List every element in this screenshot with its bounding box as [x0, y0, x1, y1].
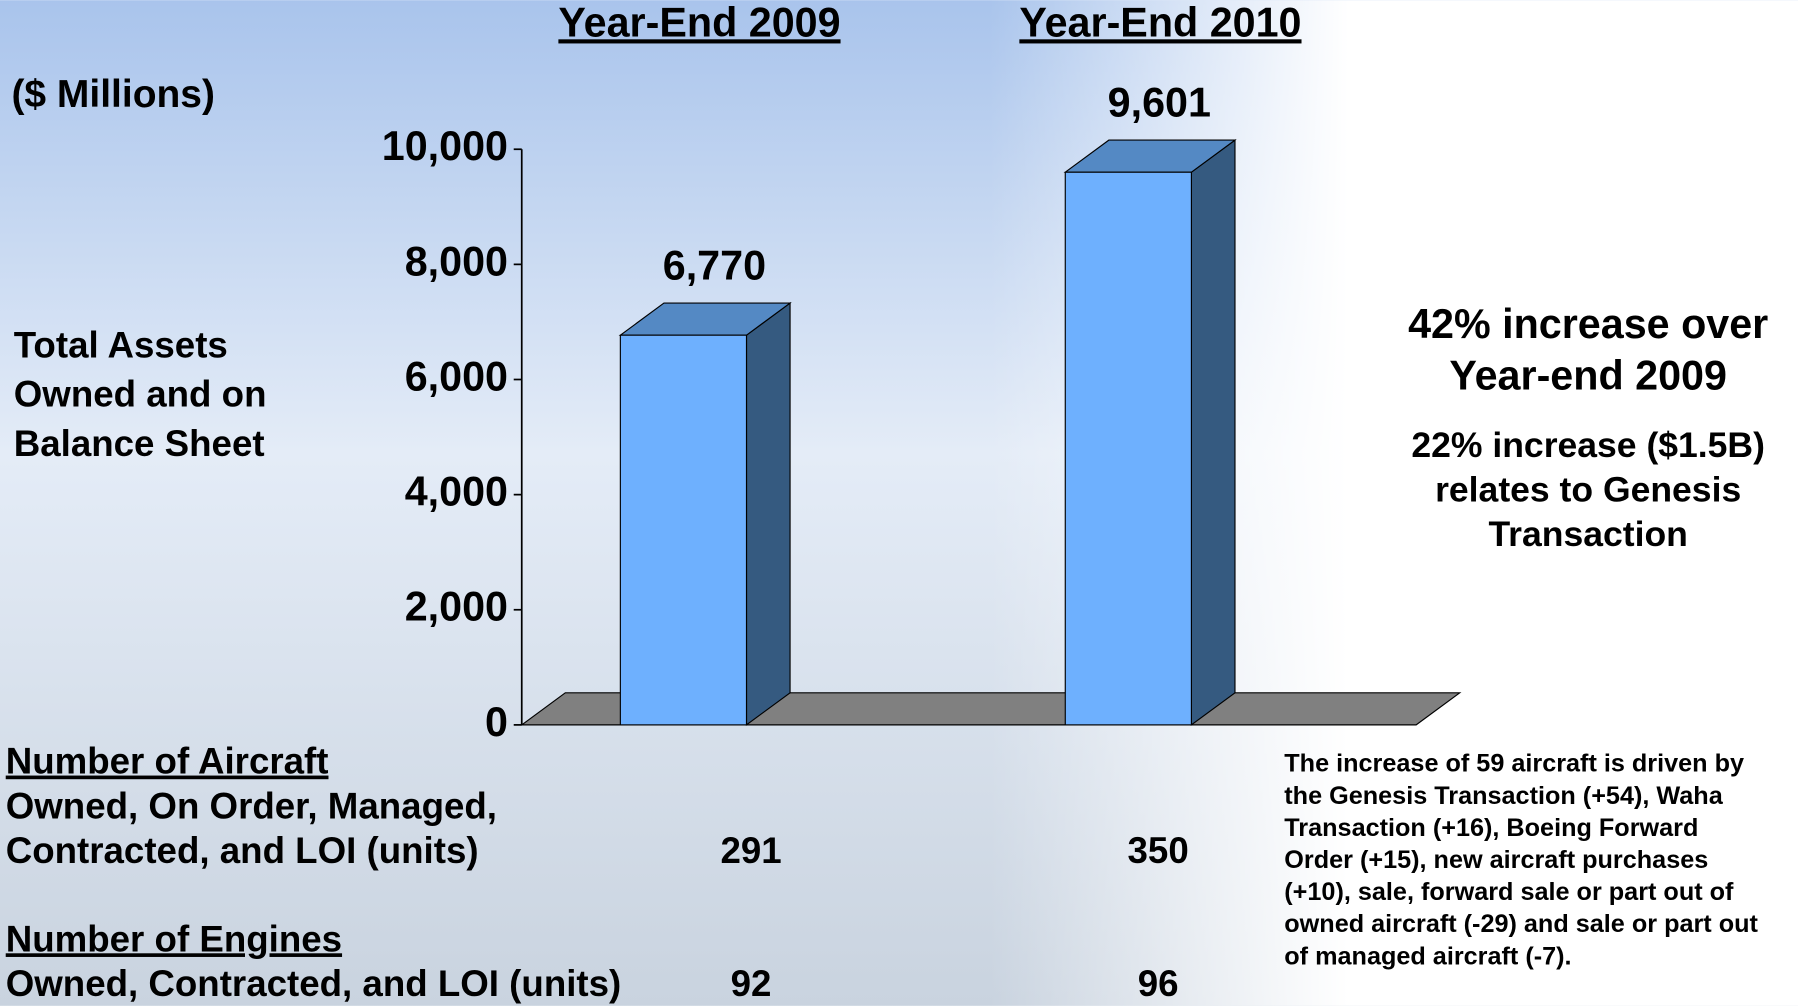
y-tick-label: 6,000 — [405, 353, 508, 399]
bar — [1065, 172, 1191, 725]
unit-label: ($ Millions) — [11, 73, 215, 116]
row-value: 350 — [1128, 830, 1189, 871]
bar-side — [746, 303, 790, 725]
row-heading: Number of Aircraft — [6, 741, 329, 782]
row-value: 92 — [731, 963, 772, 1004]
row-value: 291 — [720, 830, 781, 871]
category-label: Year-End 2010 — [1019, 0, 1301, 45]
footnote: The increase of 59 aircraft is driven by — [1284, 750, 1744, 778]
y-tick-label: 10,000 — [382, 123, 508, 169]
detail-note: 22% increase ($1.5B) — [1411, 425, 1765, 465]
footnote: (+10), sale, forward sale or part out of — [1284, 878, 1734, 906]
row-heading: Number of Engines — [6, 918, 342, 959]
footnote: of managed aircraft (-7). — [1284, 942, 1571, 970]
page: {"chart_data": {"type": "bar", "categori… — [0, 0, 1798, 1006]
row-text: Owned, Contracted, and LOI (units) — [6, 963, 622, 1004]
y-axis-label: Balance Sheet — [14, 423, 265, 464]
headline-note: Year-end 2009 — [1449, 352, 1727, 398]
y-tick-label: 2,000 — [405, 584, 508, 630]
category-label: Year-End 2009 — [558, 0, 840, 45]
value-label: 6,770 — [663, 243, 766, 289]
footnote: owned aircraft (-29) and sale or part ou… — [1284, 910, 1758, 938]
y-tick-label: 8,000 — [405, 238, 508, 284]
bar — [620, 335, 746, 725]
detail-note: relates to Genesis — [1435, 469, 1741, 509]
y-axis-label: Owned and on — [14, 374, 267, 415]
footnote: Order (+15), new aircraft purchases — [1284, 846, 1708, 874]
y-tick-label: 0 — [485, 699, 508, 745]
footnote: the Genesis Transaction (+54), Waha — [1284, 782, 1723, 810]
y-axis-label: Total Assets — [14, 324, 228, 365]
y-tick-label: 4,000 — [405, 469, 508, 515]
slide: ($ Millions) 0 2,000 4,000 6,000 8,000 10,000… — [0, 0, 1798, 1006]
row-text: Owned, On Order, Managed, — [6, 785, 497, 826]
headline-note: 42% increase over — [1408, 301, 1768, 347]
value-label: 9,601 — [1108, 80, 1211, 126]
detail-note: Transaction — [1488, 514, 1687, 554]
row-value: 96 — [1138, 963, 1179, 1004]
bar-side — [1191, 140, 1235, 725]
row-text: Contracted, and LOI (units) — [6, 830, 479, 871]
footnote: Transaction (+16), Boeing Forward — [1284, 814, 1698, 842]
